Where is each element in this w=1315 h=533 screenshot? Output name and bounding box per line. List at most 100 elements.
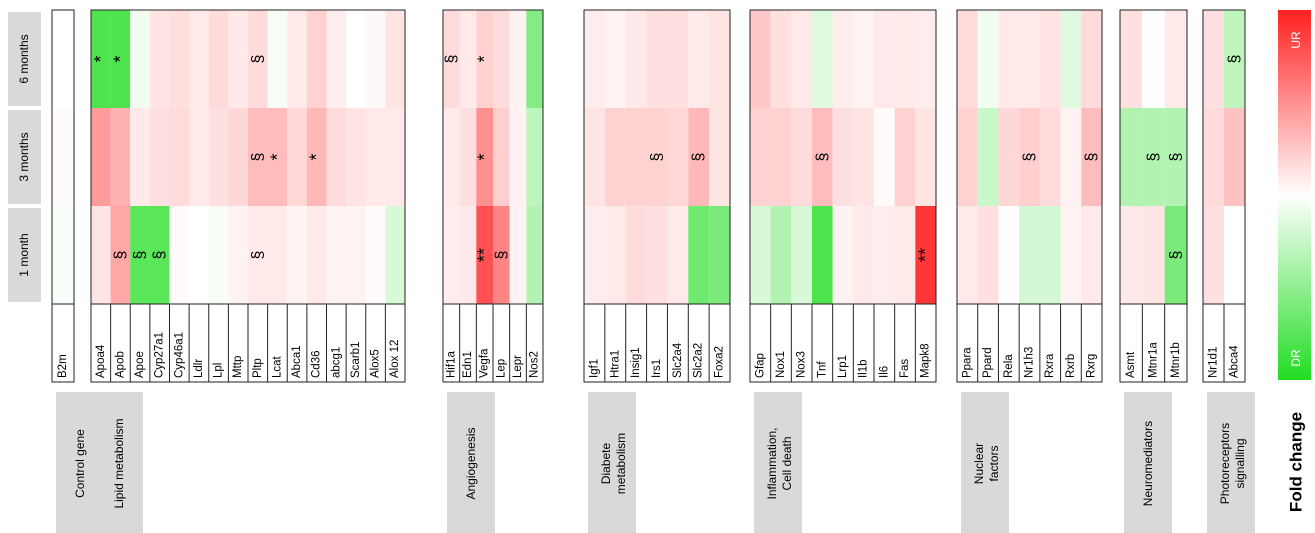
gene-label-rela: Rela: [1003, 354, 1015, 378]
heat-cell-nr1d1-1-month: [1203, 206, 1224, 304]
gene-label-fas: Fas: [899, 359, 911, 378]
significance-mark-pltp-6-months: §: [249, 55, 266, 64]
time-label-text: 3 months: [17, 132, 31, 181]
gene-label-pltp: Pltp: [252, 358, 264, 378]
gene-label-igf1: Igf1: [588, 359, 600, 378]
heat-cell-alox5-1-month: [365, 206, 386, 304]
gene-label-il6: Il6: [878, 366, 890, 378]
heat-cell-apob-6-months: [110, 10, 131, 108]
heat-cell-nos2-1-month: [526, 206, 543, 304]
gene-label-alox-12: Alox 12: [389, 340, 401, 378]
heat-cell-cyp46a1-1-month: [169, 206, 190, 304]
heat-cell-lpl-6-months: [208, 10, 229, 108]
heat-cell-lrp1-1-month: [832, 206, 854, 304]
heat-cell-lcat-1-month: [267, 206, 288, 304]
legend-high-label: UR: [1289, 31, 1303, 49]
heat-cell-nox1-1-month: [770, 206, 792, 304]
panel-nuclear-factors: Ppara Ppard Rela Nr1h3 Rxra Rxrb Rxrg § § Nuclear…: [956, 9, 1103, 533]
gene-label-rxrb: Rxrb: [1065, 354, 1077, 378]
heat-cell-foxa2-6-months: [709, 10, 730, 108]
legend-low-label: DR: [1289, 349, 1303, 367]
gene-label-box: [749, 303, 937, 383]
heat-cell-mttp-1-month: [228, 206, 248, 304]
panel-inflammation-cell-death: Gfap Nox1 Nox3 Tnf Lrp1 Il1b Il6 Fas Mapk8 § ** Inf…: [749, 9, 937, 533]
fold-change-legend: UR DR Fold change: [1278, 10, 1311, 512]
heat-cell-insig1-6-months: [625, 10, 647, 108]
gene-label-apoa4: Apoa4: [95, 344, 107, 378]
heat-cell-mttp-6-months: [228, 10, 248, 108]
gene-label-vegfa: Vegfa: [479, 348, 491, 378]
heat-cell-mapk8-6-months: [915, 10, 936, 108]
heat-cell-rxrg-1-month: [1081, 206, 1102, 304]
significance-mark-vegfa-3-months: *: [475, 153, 495, 160]
heat-cell-abcg1-1-month: [326, 206, 347, 304]
heat-cell-rxrb-1-month: [1060, 206, 1082, 304]
heat-cell-rxra-6-months: [1039, 10, 1061, 108]
gene-label-mtnr1a: Mtnr1a: [1148, 342, 1160, 378]
heat-cell-rela-1-month: [998, 206, 1020, 304]
heat-cell-cyp27a1-3-months: [149, 108, 170, 206]
group-label-box: [1207, 392, 1255, 533]
group-label-angiogenesis: Angiogenesis: [464, 427, 478, 499]
gene-label-foxa2: Foxa2: [714, 346, 726, 378]
significance-mark-mtnr1a-3-months: §: [1145, 153, 1162, 162]
group-label-box: [1124, 392, 1172, 533]
heat-cell-il6-1-month: [874, 206, 895, 304]
heat-cell-alox5-6-months: [365, 10, 386, 108]
heat-cell-il1b-6-months: [853, 10, 874, 108]
heat-cell-apob-1-month: [110, 206, 131, 304]
group-label-box: [588, 392, 636, 533]
significance-mark-hif1a-6-months: §: [443, 55, 460, 64]
gene-label-cd36: Cd36: [311, 351, 323, 379]
heat-cell-scarb1-1-month: [346, 206, 366, 304]
gene-label-b2m: B2m: [57, 354, 69, 378]
heat-cell-pltp-1-month: [248, 206, 268, 304]
time-label-6-months: 6 months: [8, 12, 41, 106]
group-label-diabete-metabolism: Diabetemetabolism: [599, 433, 628, 494]
gene-label-mapk8: Mapk8: [920, 343, 932, 378]
heat-cell-tnf-6-months: [812, 10, 833, 108]
time-label-box: [8, 208, 41, 302]
heat-cell-nox3-3-months: [791, 108, 812, 206]
heat-cell-pltp-6-months: [248, 10, 268, 108]
heat-cell-htra1-3-months: [604, 108, 626, 206]
significance-mark-apoe-1-month: §: [132, 251, 149, 260]
heat-cell-slc2a2-6-months: [688, 10, 710, 108]
heat-cell-cyp27a1-1-month: [149, 206, 170, 304]
heat-cell-ldlr-6-months: [189, 10, 209, 108]
heat-cell-rxrg-6-months: [1081, 10, 1102, 108]
heat-cell-abca4-3-months: [1224, 108, 1245, 206]
heat-cell-insig1-3-months: [625, 108, 647, 206]
heat-cell-fas-1-month: [894, 206, 916, 304]
significance-mark-slc2a2-3-months: §: [690, 153, 707, 162]
heat-cell-apoe-6-months: [130, 10, 150, 108]
gene-label-nox3: Nox3: [796, 351, 808, 378]
heat-cell-lep-1-month: [493, 206, 510, 304]
heat-cell-foxa2-1-month: [709, 206, 730, 304]
heat-cell-slc2a2-3-months: [688, 108, 710, 206]
heat-cell-apoa4-1-month: [91, 206, 111, 304]
gene-label-cyp46a1: Cyp46a1: [173, 332, 185, 378]
group-label-box: [754, 392, 802, 533]
heat-cell-vegfa-3-months: [476, 108, 493, 206]
heat-cell-il6-6-months: [874, 10, 895, 108]
significance-mark-apoa4-6-months: *: [91, 55, 111, 62]
gene-label-lrp1: Lrp1: [837, 355, 849, 378]
heat-cell-nr1h3-3-months: [1019, 108, 1040, 206]
heat-cell-mtnr1b-6-months: [1164, 10, 1187, 108]
heat-cell-rxrg-3-months: [1081, 108, 1102, 206]
heat-cell-gfap-6-months: [750, 10, 771, 108]
heat-cell-nox3-6-months: [791, 10, 812, 108]
heat-cell-nox3-1-month: [791, 206, 812, 304]
heat-cell-edn1-3-months: [459, 108, 477, 206]
heat-cell-hif1a-1-month: [443, 206, 460, 304]
time-label-text: 6 months: [17, 34, 31, 83]
heat-cell-lpl-1-month: [208, 206, 229, 304]
heat-cell-nr1d1-6-months: [1203, 10, 1224, 108]
heat-cell-apoa4-6-months: [91, 10, 111, 108]
heat-cell-nr1d1-3-months: [1203, 108, 1224, 206]
gene-label-hif1a: Hif1a: [445, 351, 457, 378]
significance-mark-vegfa-6-months: *: [475, 55, 495, 62]
heat-cell-mtnr1a-3-months: [1142, 108, 1165, 206]
